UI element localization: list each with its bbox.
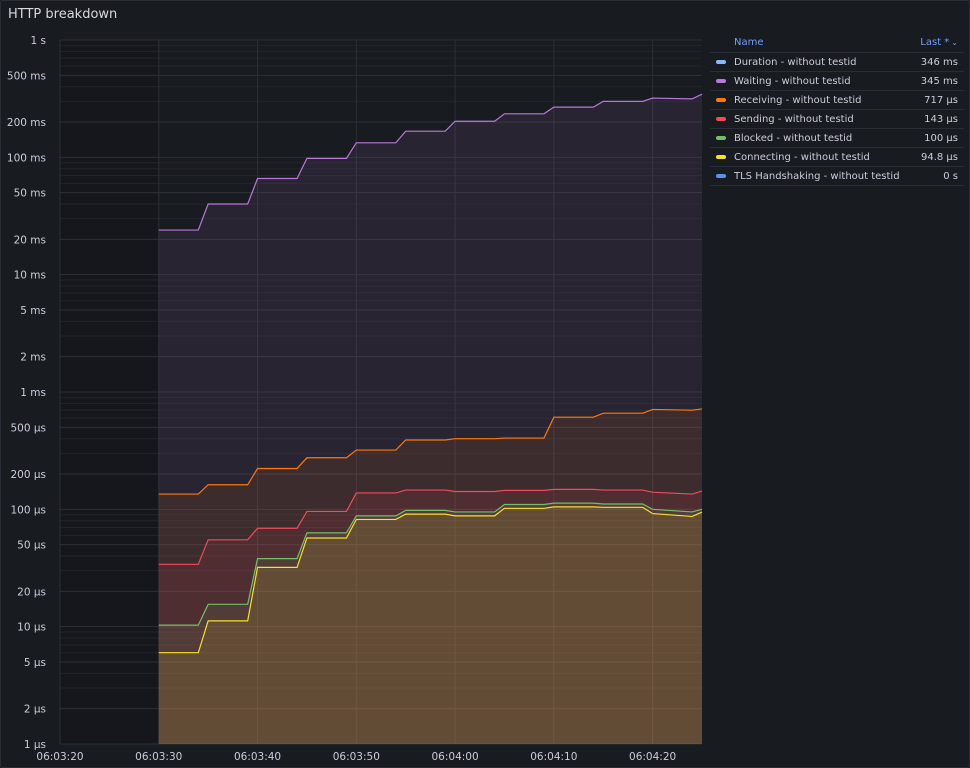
legend-item-name: Duration - without testid xyxy=(734,56,857,68)
y-tick-label: 2 ms xyxy=(20,352,46,364)
y-tick-label: 5 ms xyxy=(20,305,46,317)
chart-plot[interactable]: 1 s 500 ms 200 ms 100 ms 50 ms 20 ms 10 ms 5 ms… xyxy=(1,1,709,767)
x-tick-label: 06:03:40 xyxy=(234,751,281,763)
legend-item[interactable]: Connecting - without testid 94.8 µs xyxy=(710,148,964,167)
series-line xyxy=(158,408,703,495)
x-tick-label: 06:04:10 xyxy=(530,751,577,763)
legend-item-last: 94.8 µs xyxy=(920,151,958,163)
y-tick-label: 1 ms xyxy=(20,387,46,399)
legend-item-last: 100 µs xyxy=(924,132,958,144)
legend-header: Name Last * ⌄ xyxy=(710,33,964,53)
legend-item-name: Connecting - without testid xyxy=(734,151,870,163)
legend-swatch xyxy=(716,155,726,159)
y-tick-label: 50 ms xyxy=(14,188,46,200)
series-line xyxy=(158,502,703,626)
y-tick-label: 1 s xyxy=(31,35,47,47)
y-tick-label: 10 µs xyxy=(17,622,46,634)
legend-swatch xyxy=(716,174,726,178)
y-tick-label: 50 µs xyxy=(17,540,46,552)
legend-swatch xyxy=(716,136,726,140)
legend-item-name: Blocked - without testid xyxy=(734,132,853,144)
panel-title[interactable]: HTTP breakdown xyxy=(8,7,118,22)
y-tick-label: 1 µs xyxy=(24,739,46,751)
series-line xyxy=(158,506,703,654)
legend-item-last: 143 µs xyxy=(924,113,958,125)
y-tick-label: 500 µs xyxy=(10,422,46,434)
y-tick-label: 200 ms xyxy=(7,117,46,129)
x-tick-label: 06:04:20 xyxy=(629,751,676,763)
legend-item[interactable]: Receiving - without testid 717 µs xyxy=(710,91,964,110)
series-area xyxy=(158,489,702,744)
legend: Name Last * ⌄ Duration - without testid 34… xyxy=(710,33,964,186)
legend-item[interactable]: Waiting - without testid 345 ms xyxy=(710,72,964,91)
legend-item-name: Waiting - without testid xyxy=(734,75,851,87)
y-tick-label: 20 ms xyxy=(14,234,46,246)
y-tick-label: 5 µs xyxy=(24,657,46,669)
series-area xyxy=(158,408,702,744)
legend-item[interactable]: TLS Handshaking - without testid 0 s xyxy=(710,167,964,186)
y-tick-label: 100 µs xyxy=(10,504,46,516)
legend-item-name: Sending - without testid xyxy=(734,113,854,125)
legend-swatch xyxy=(716,60,726,64)
legend-swatch xyxy=(716,117,726,121)
legend-item-last: 0 s xyxy=(943,170,958,182)
legend-item-last: 717 µs xyxy=(924,94,958,106)
series-area xyxy=(158,503,702,744)
y-tick-label: 20 µs xyxy=(17,586,46,598)
legend-swatch xyxy=(716,98,726,102)
y-tick-label: 500 ms xyxy=(7,70,46,82)
legend-item[interactable]: Duration - without testid 346 ms xyxy=(710,53,964,72)
legend-swatch xyxy=(716,79,726,83)
y-tick-label: 200 µs xyxy=(10,469,46,481)
legend-item-last: 345 ms xyxy=(920,75,958,87)
legend-item-name: TLS Handshaking - without testid xyxy=(734,170,900,182)
series-line xyxy=(158,93,703,231)
x-tick-label: 06:03:20 xyxy=(36,751,83,763)
y-tick-label: 2 µs xyxy=(24,704,46,716)
chevron-down-icon: ⌄ xyxy=(951,38,958,47)
x-tick-label: 06:03:50 xyxy=(333,751,380,763)
legend-name-header[interactable]: Name xyxy=(734,37,764,48)
series-area xyxy=(158,94,702,744)
legend-item-name: Receiving - without testid xyxy=(734,94,862,106)
legend-last-header[interactable]: Last * ⌄ xyxy=(920,37,958,48)
x-tick-label: 06:03:30 xyxy=(135,751,182,763)
x-tick-label: 06:04:00 xyxy=(431,751,478,763)
series-area xyxy=(158,506,702,744)
y-tick-label: 100 ms xyxy=(7,152,46,164)
legend-item-last: 346 ms xyxy=(920,56,958,68)
legend-item[interactable]: Sending - without testid 143 µs xyxy=(710,110,964,129)
y-tick-label: 10 ms xyxy=(14,270,46,282)
legend-item[interactable]: Blocked - without testid 100 µs xyxy=(710,129,964,148)
series-line xyxy=(158,488,703,565)
